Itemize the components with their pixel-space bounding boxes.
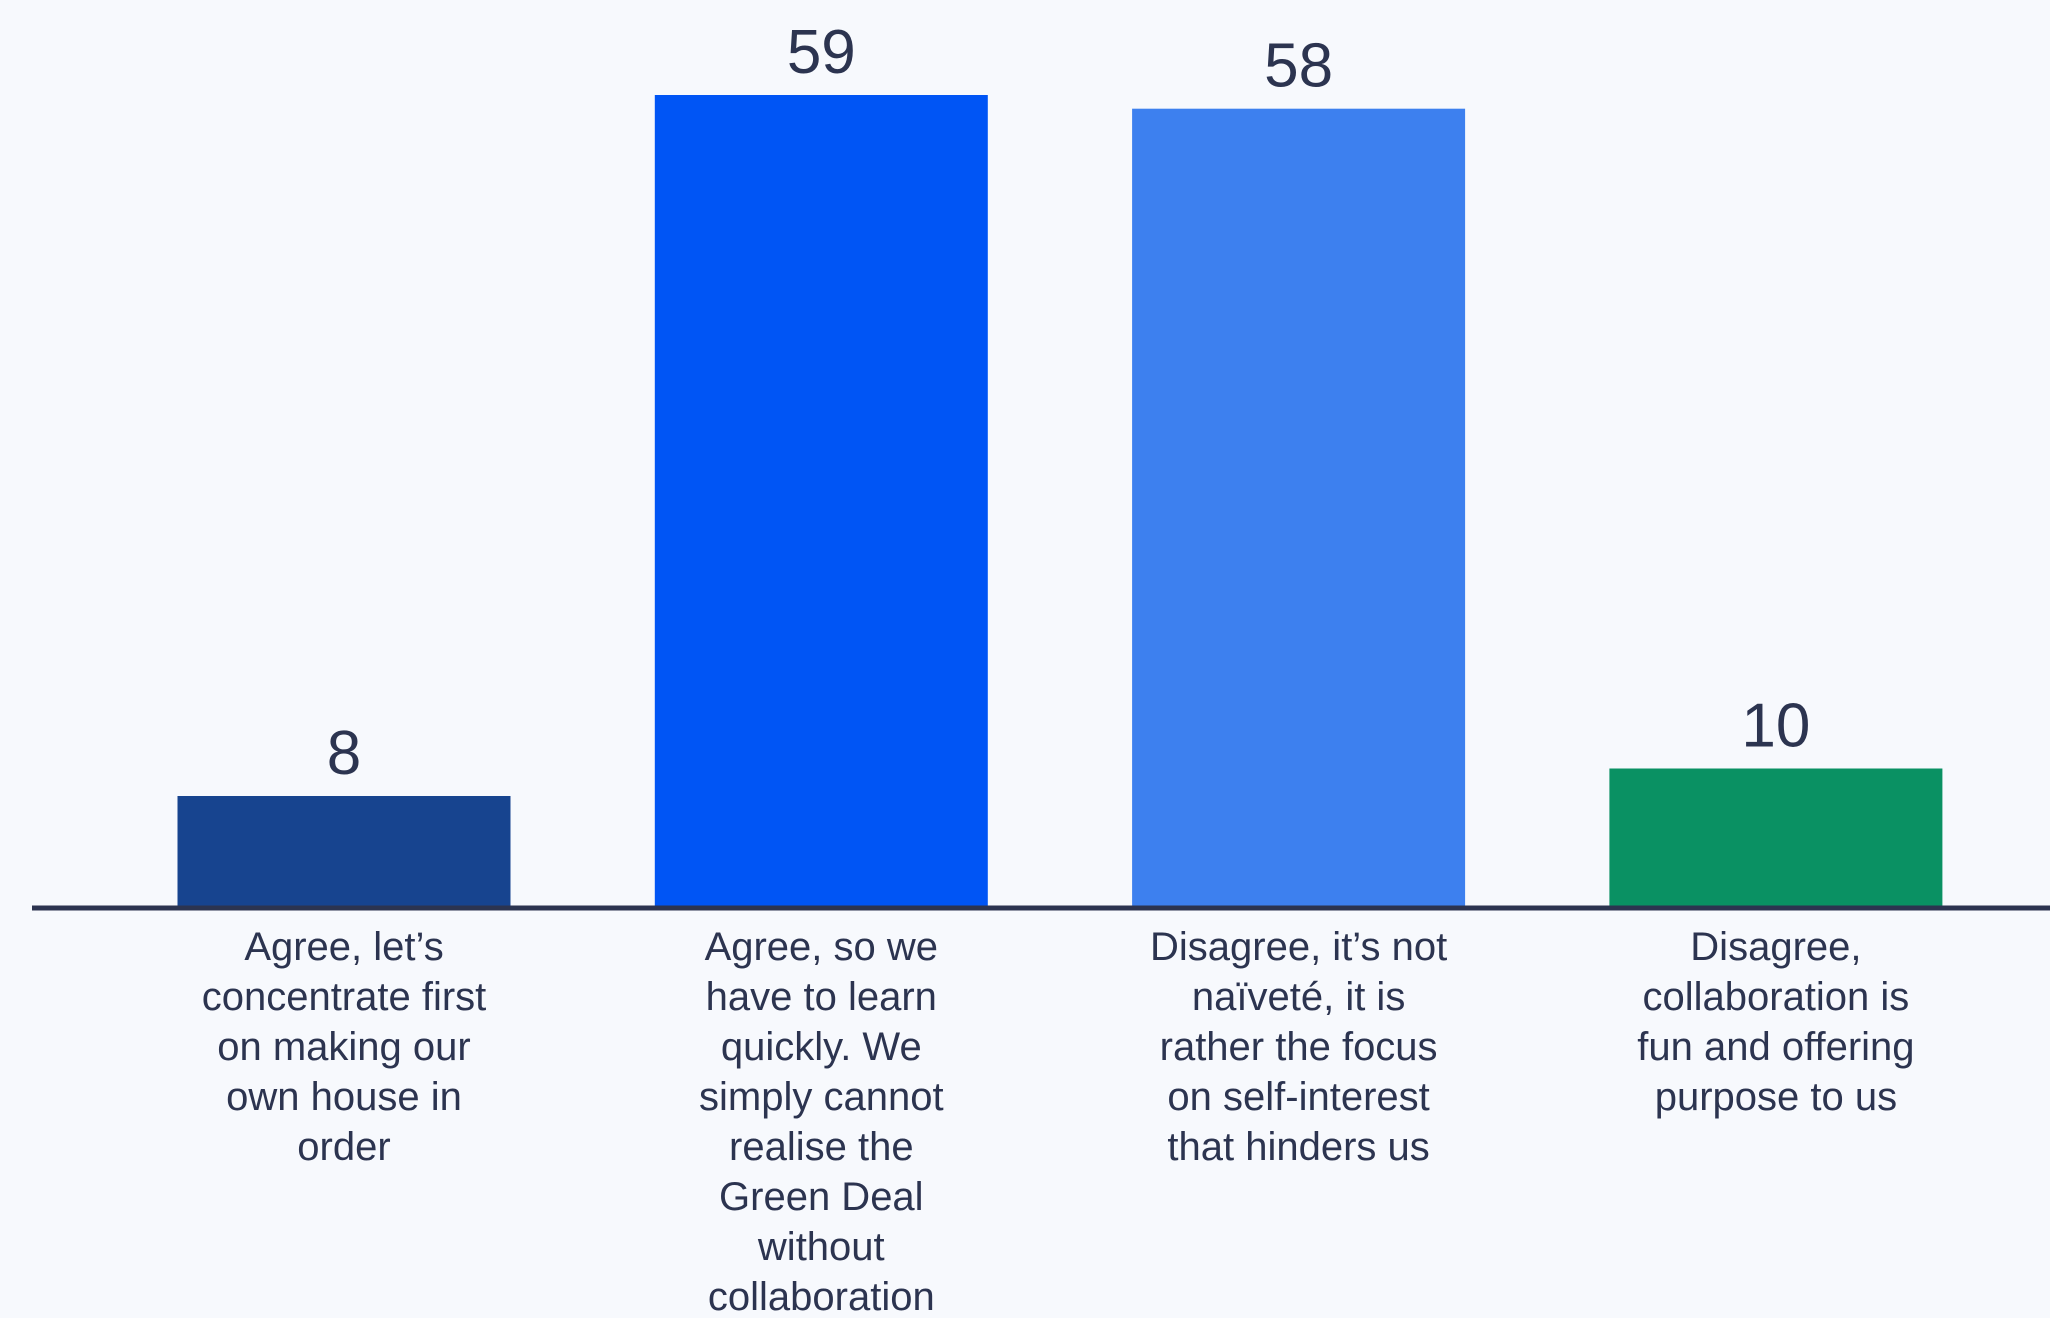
category-label-line: Disagree, [1690, 925, 1861, 969]
data-label-1: 8 [327, 719, 361, 788]
category-label-line: Agree, let’s [244, 925, 443, 969]
category-label-line: on self-interest [1167, 1075, 1429, 1119]
category-label-line: quickly. We [721, 1025, 922, 1069]
bar-4 [1609, 768, 1943, 906]
category-label-4: Disagree, collaboration is fun and offerin… [1637, 925, 1914, 1119]
category-label-line: order [297, 1125, 390, 1169]
category-label-line: own house in [226, 1075, 462, 1119]
category-label-line: Disagree, it’s not [1150, 925, 1447, 969]
category-label-line: Agree, so we [705, 925, 938, 969]
bar-3 [1132, 108, 1466, 906]
category-label-line: purpose to us [1655, 1075, 1897, 1119]
category-label-line: collaboration is [1642, 975, 1909, 1019]
category-label-line: have to learn [706, 975, 937, 1019]
category-label-1: Agree, let’s concentrate first on making o… [202, 925, 487, 1169]
category-label-line: without [757, 1225, 885, 1269]
bar-1 [177, 796, 511, 906]
category-label-line: fun and offering [1637, 1025, 1914, 1069]
category-label-line: on making our [217, 1025, 470, 1069]
data-label-4: 10 [1741, 692, 1810, 761]
category-label-line: realise the [729, 1125, 914, 1169]
category-label-line: concentrate first [202, 975, 487, 1019]
category-label-line: Green Deal [719, 1175, 924, 1219]
bar-2 [654, 95, 988, 906]
category-label-line: collaboration [708, 1275, 935, 1318]
category-label-line: simply cannot [699, 1075, 944, 1119]
data-label-2: 59 [787, 18, 856, 87]
category-label-line: rather the focus [1160, 1025, 1438, 1069]
category-label-line: that hinders us [1167, 1125, 1429, 1169]
data-label-3: 58 [1264, 32, 1333, 101]
category-label-line: naïveté, it is [1192, 975, 1405, 1019]
category-label-3: Disagree, it’s not naïveté, it is rather t… [1150, 925, 1447, 1169]
category-label-2: Agree, so we have to learn quickly. We simp… [699, 925, 944, 1318]
